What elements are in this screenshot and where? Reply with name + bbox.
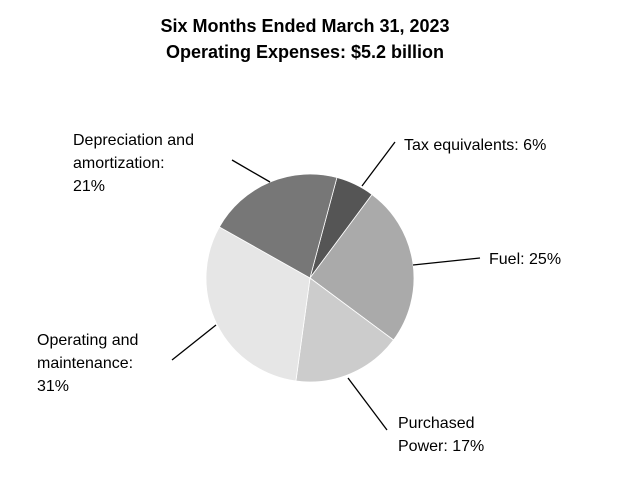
leader-line [171,324,217,361]
leader-line [412,257,481,266]
chart-title: Six Months Ended March 31, 2023 [160,16,449,36]
leader-line [231,159,271,183]
pie-slice [295,277,395,383]
slice-label: Power: 17% [398,438,484,455]
slice-label: Fuel: 25% [489,251,561,268]
leader-line [361,141,396,187]
slice-label: 31% [37,378,69,395]
chart-title: Operating Expenses: $5.2 billion [166,42,444,62]
pie-slice [205,226,311,382]
pie-slice [309,193,415,341]
slice-label: amortization: [73,155,165,172]
leader-line [347,377,388,431]
slice-label: 21% [73,178,105,195]
slice-label: maintenance: [37,355,133,372]
slice-label: Depreciation and [73,132,194,149]
slice-label: Operating and [37,332,138,349]
slice-label: Purchased [398,415,475,432]
slice-label: Tax equivalents: 6% [404,137,546,154]
